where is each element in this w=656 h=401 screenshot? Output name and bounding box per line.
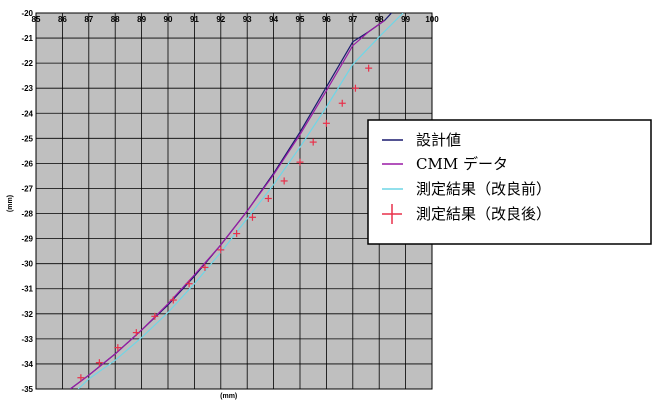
y-tick-label: -22 bbox=[21, 59, 33, 68]
y-tick-label: -35 bbox=[21, 385, 33, 394]
y-tick-label: -25 bbox=[21, 134, 33, 143]
y-tick-label: -33 bbox=[21, 335, 33, 344]
y-tick-label: -20 bbox=[21, 9, 33, 18]
y-tick-label: -27 bbox=[21, 184, 33, 193]
x-tick-label: 88 bbox=[111, 15, 120, 24]
y-tick-label: -21 bbox=[21, 34, 33, 43]
x-tick-label: 90 bbox=[164, 15, 173, 24]
y-tick-label: -28 bbox=[21, 210, 33, 219]
x-tick-label: 91 bbox=[190, 15, 199, 24]
y-tick-label: -31 bbox=[21, 285, 33, 294]
x-tick-label: 99 bbox=[401, 15, 410, 24]
x-tick-label: 86 bbox=[58, 15, 67, 24]
legend-label: 設計値 bbox=[416, 131, 461, 149]
x-axis-label: (mm) bbox=[220, 393, 237, 400]
legend-label: 測定結果（改良後） bbox=[416, 205, 551, 223]
x-tick-label: 94 bbox=[269, 15, 278, 24]
x-tick-label: 92 bbox=[216, 15, 225, 24]
legend: 設計値 CMM データ測定結果（改良前） 測定結果（改良後） bbox=[368, 120, 651, 244]
x-tick-label: 98 bbox=[375, 15, 384, 24]
x-tick-label: 87 bbox=[84, 15, 93, 24]
y-tick-label: -29 bbox=[21, 235, 33, 244]
x-tick-label: 95 bbox=[296, 15, 305, 24]
y-tick-label: -30 bbox=[21, 260, 33, 269]
y-tick-label: -32 bbox=[21, 310, 33, 319]
y-tick-label: -24 bbox=[21, 109, 33, 118]
x-tick-label: 96 bbox=[322, 15, 331, 24]
x-tick-label: 97 bbox=[348, 15, 357, 24]
y-axis-label: (mm) bbox=[7, 195, 14, 212]
y-tick-label: -34 bbox=[21, 360, 33, 369]
x-tick-label: 89 bbox=[137, 15, 146, 24]
y-tick-labels: -20 -21 -22 -23 -24 -25 -26 -27 -28 -29 -30 -31 -32 -… bbox=[21, 9, 33, 394]
legend-label: 測定結果（改良前） bbox=[416, 180, 551, 198]
y-tick-label: -26 bbox=[21, 159, 33, 168]
y-tick-label: -23 bbox=[21, 84, 33, 93]
x-tick-label: 100 bbox=[425, 15, 439, 24]
x-tick-label: 93 bbox=[243, 15, 252, 24]
legend-label: CMM データ bbox=[416, 155, 508, 173]
